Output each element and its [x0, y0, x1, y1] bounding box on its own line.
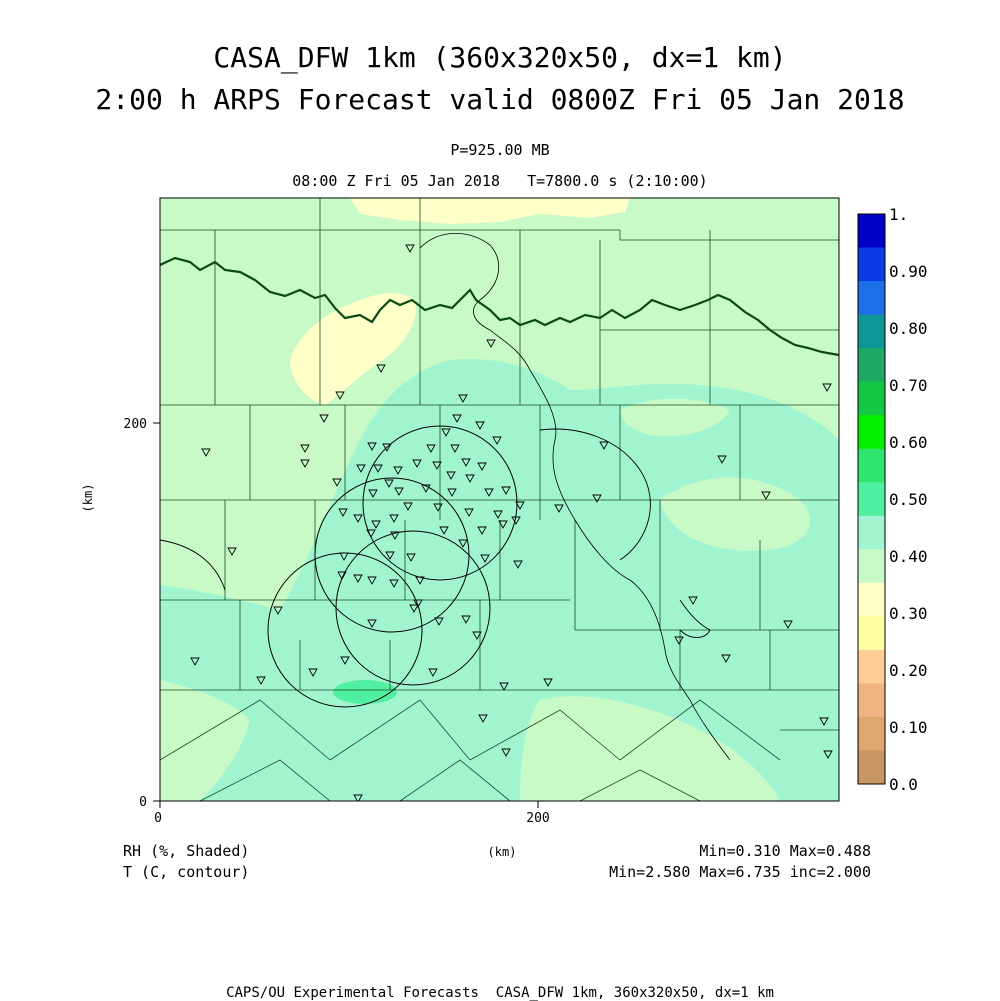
legend-swatch [858, 348, 885, 383]
contour-range: Min=2.580 Max=6.735 inc=2.000 [609, 863, 871, 881]
x-tick-0: 0 [154, 811, 162, 826]
rh-peak-patch [333, 680, 397, 704]
legend-label: 0.70 [889, 376, 928, 395]
legend-swatch [858, 515, 885, 550]
color-legend-labels: 1. 0.90 0.80 0.70 0.60 0.50 0.40 0.30 0.20 0.10 0.… [889, 205, 928, 794]
valid-time: 08:00 Z Fri 05 Jan 2018 T=7800.0 s (2:10… [292, 172, 708, 190]
legend-swatch [858, 247, 885, 282]
x-tick-200: 200 [526, 811, 549, 826]
legend-label: 1. [889, 205, 908, 224]
legend-swatch [858, 750, 885, 785]
county-boundaries [160, 198, 839, 801]
rh-light-lobe [160, 680, 250, 801]
legend-swatch [858, 415, 885, 450]
lake-outline [419, 232, 731, 761]
legend-label: 0.30 [889, 604, 928, 623]
y-tick-0: 0 [139, 795, 147, 810]
map-title-line1: CASA_DFW 1km (360x320x50, dx=1 km) [213, 41, 787, 74]
shaded-field-label: RH (%, Shaded) [123, 842, 249, 860]
legend-swatch [858, 314, 885, 349]
legend-label: 0.10 [889, 718, 928, 737]
y-tick-200: 200 [124, 417, 147, 432]
legend-swatch [858, 582, 885, 617]
legend-label: 0.0 [889, 775, 918, 794]
map-frame [159, 197, 840, 802]
legend-label: 0.60 [889, 433, 928, 452]
color-legend [857, 213, 886, 785]
legend-swatch [858, 683, 885, 718]
rh-light-patch-north [620, 398, 730, 437]
contour-field-label: T (C, contour) [123, 863, 249, 881]
map-title-line2: 2:00 h ARPS Forecast valid 0800Z Fri 05 … [95, 83, 905, 116]
axis-ticks [153, 422, 539, 808]
legend-label: 0.90 [889, 262, 928, 281]
legend-swatch [858, 649, 885, 684]
legend-swatch [858, 549, 885, 584]
rh-moist-region [160, 359, 839, 801]
legend-label: 0.20 [889, 661, 928, 680]
legend-label: 0.80 [889, 319, 928, 338]
rh-dry-patch-northwest [290, 293, 416, 405]
shaded-range: Min=0.310 Max=0.488 [699, 842, 871, 860]
legend-label: 0.50 [889, 490, 928, 509]
legend-swatch [858, 482, 885, 517]
map-panel [160, 198, 839, 801]
legend-swatch [858, 281, 885, 316]
state-border [160, 256, 839, 357]
legend-label: 0.40 [889, 547, 928, 566]
rh-light-patch-east [660, 477, 810, 551]
y-axis-label: (km) [81, 484, 95, 513]
legend-frame [857, 213, 886, 785]
legend-swatch [858, 448, 885, 483]
temperature-contours [160, 428, 711, 638]
legend-swatch [858, 214, 885, 249]
rh-light-lobe-east [520, 696, 780, 801]
x-axis-label: (km) [488, 845, 517, 859]
legend-swatch [858, 381, 885, 416]
footer-credit: CAPS/OU Experimental Forecasts CASA_DFW … [226, 985, 774, 1001]
legend-swatch [858, 716, 885, 751]
pressure-level: P=925.00 MB [450, 141, 550, 159]
legend-swatch [858, 616, 885, 651]
